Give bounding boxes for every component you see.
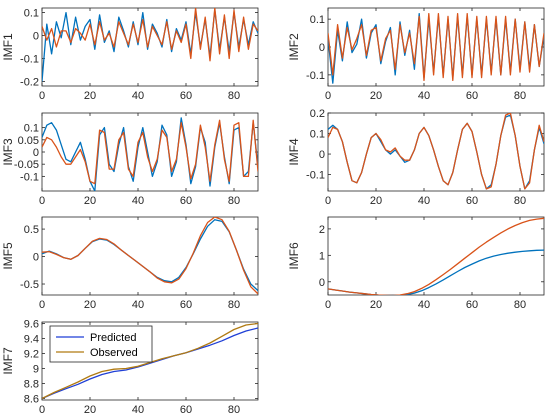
x-tick-label: 20 [84,90,96,102]
panel-1: 0 20 40 60 80 -0.2 -0.1 0 0.1 IMF1 [1,7,259,102]
axes-box [41,112,259,192]
x-tick-label: 0 [39,404,45,416]
x-tick-label: 80 [228,404,240,416]
x-tick-label: 0 [325,299,331,311]
y-tick-label: 2 [319,224,325,236]
y-tick-label: 0 [319,149,325,161]
y-tick-label: -0.2 [20,76,39,88]
x-tick-label: 60 [466,195,478,207]
x-tick-label: 40 [418,299,430,311]
x-tick-label: 40 [132,195,144,207]
y-tick-label: 0.1 [310,14,325,26]
axes-box [327,216,545,296]
y-tick-label: -0.1 [306,170,325,182]
x-tick-label: 0 [325,195,331,207]
panel-6: 0 20 40 60 80 0 1 2 IMF6 [287,216,545,311]
x-tick-label: 40 [132,404,144,416]
y-axis-label: IMF4 [287,138,301,166]
y-tick-label: 0.1 [310,129,325,141]
legend-label-predicted: Predicted [90,332,136,344]
x-tick-label: 60 [180,404,192,416]
x-tick-label: 0 [39,195,45,207]
legend-box [49,325,153,363]
y-axis-label: IMF6 [287,242,301,270]
y-tick-label: 0.2 [310,108,325,120]
x-tick-label: 0 [39,299,45,311]
x-tick-label: 20 [370,299,382,311]
y-axis-label: IMF7 [1,347,15,375]
y-tick-label: 0 [319,42,325,54]
y-tick-label: 0 [319,277,325,289]
y-axis-label: IMF1 [1,33,15,61]
y-tick-label: 9.2 [24,349,39,361]
y-tick-label: -0.1 [20,53,39,65]
panel-4: 0 20 40 60 80 -0.1 0 0.1 0.2 IMF4 [287,108,545,207]
y-tick-label: 0.1 [24,8,39,20]
x-tick-label: 80 [514,90,526,102]
x-tick-label: 80 [228,299,240,311]
x-tick-label: 80 [228,195,240,207]
x-tick-label: 20 [370,195,382,207]
y-tick-label: -0.1 [20,171,39,183]
x-tick-label: 80 [514,299,526,311]
y-tick-label: 8.8 [24,379,39,391]
x-tick-label: 40 [418,90,430,102]
x-tick-label: 80 [514,195,526,207]
x-tick-label: 60 [466,90,478,102]
x-tick-label: 40 [132,299,144,311]
series-line-observed [328,113,544,190]
y-axis-label: IMF5 [1,242,15,270]
y-tick-label: 9.6 [24,319,39,331]
x-tick-label: 20 [84,404,96,416]
y-tick-label: 0.05 [18,135,39,147]
y-tick-label: 1 [319,250,325,262]
series-line-observed [42,322,258,400]
axes-box [327,112,545,192]
y-tick-label: -0.5 [20,279,39,291]
x-tick-label: 20 [84,299,96,311]
panel-7: 0 20 40 60 80 8.6 8.8 9 9.2 9.4 9.6 IMF7 Predicted Ob… [1,319,259,416]
series-line-observed [328,217,544,295]
x-tick-label: 60 [180,299,192,311]
y-tick-label: -0.05 [14,159,39,171]
series-line-predicted [42,327,258,400]
x-tick-label: 20 [84,195,96,207]
x-tick-label: 20 [370,90,382,102]
y-axis-label: IMF2 [287,33,301,61]
x-tick-label: 60 [180,90,192,102]
y-tick-label: 0 [33,31,39,43]
x-tick-label: 60 [466,299,478,311]
y-tick-label: 0 [33,252,39,264]
axes-box [41,216,259,296]
series-line-observed [42,119,258,185]
y-axis-label: IMF3 [1,138,15,166]
x-tick-label: 40 [418,195,430,207]
series-line-observed [328,12,544,82]
x-tick-label: 0 [39,90,45,102]
x-tick-label: 40 [132,90,144,102]
x-tick-label: 60 [180,195,192,207]
x-tick-label: 0 [325,90,331,102]
legend-label-observed: Observed [90,347,138,359]
axes-box [41,7,259,87]
x-tick-label: 80 [228,90,240,102]
y-tick-label: 9 [33,364,39,376]
y-tick-label: 0 [33,147,39,159]
y-tick-label: -0.1 [306,70,325,82]
y-tick-label: 9.4 [24,334,39,346]
series-line-observed [42,217,258,295]
series-line-observed [42,8,258,62]
y-tick-label: 0.5 [24,224,39,236]
y-tick-label: 0.1 [24,123,39,135]
y-tick-label: 8.6 [24,394,39,406]
